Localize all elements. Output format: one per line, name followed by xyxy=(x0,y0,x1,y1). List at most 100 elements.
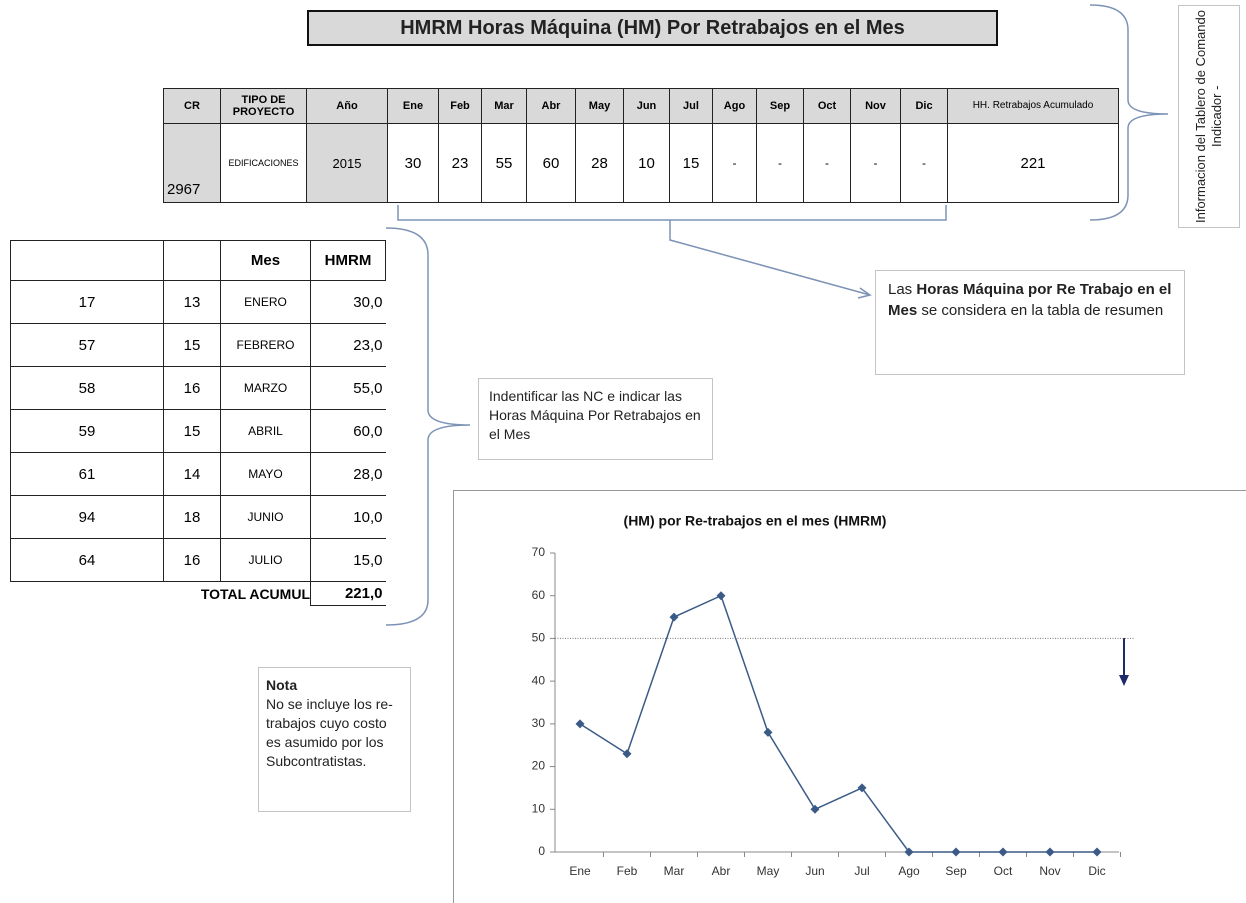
data-row: 58 16 MARZO 55,0 xyxy=(10,366,386,410)
data-row: 57 15 FEBRERO 23,0 xyxy=(10,323,386,367)
brace xyxy=(397,205,947,296)
header-cell: Mes xyxy=(220,240,311,281)
data-cell: 14 xyxy=(163,452,221,496)
data-cell: FEBRERO xyxy=(220,323,311,367)
y-tick-label: 50 xyxy=(532,631,546,645)
x-tick-label: Sep xyxy=(945,864,967,878)
line xyxy=(579,594,1097,853)
data-cell: 16 xyxy=(163,366,221,410)
data-cell: 18 xyxy=(163,495,221,539)
data-cell: MARZO xyxy=(220,366,311,410)
data-row: 2967 EDIFICACIONES 2015 30 23 55 60 28 10 15- - - - -… xyxy=(163,123,1119,203)
header-cell: CR xyxy=(163,88,221,124)
header-cell: Dic xyxy=(900,88,948,124)
x-tick-label: Nov xyxy=(1039,864,1060,878)
header-cell: Oct xyxy=(803,88,851,124)
arrow-head xyxy=(1119,675,1129,686)
data-cell: 221 xyxy=(947,123,1119,203)
marker xyxy=(575,719,585,729)
total-value: 221,0 xyxy=(310,581,386,606)
y-tick-label: 40 xyxy=(532,673,546,687)
data-cell: 94 xyxy=(10,495,164,539)
x-tick-label: Abr xyxy=(712,864,731,878)
data-cell: 58 xyxy=(10,366,164,410)
data-cell: 15,0 xyxy=(310,538,386,582)
data-cell: MAYO xyxy=(220,452,311,496)
y-tick-label: 10 xyxy=(532,801,546,815)
header-cell: HH. Retrabajos Acumulado xyxy=(947,88,1119,124)
data-row: 59 15 ABRIL 60,0 xyxy=(10,409,386,453)
data-cell: 15 xyxy=(163,409,221,453)
data-cell: EDIFICACIONES xyxy=(220,123,307,203)
marker xyxy=(622,749,632,759)
data-cell: 15 xyxy=(163,323,221,367)
data-cell: - xyxy=(900,123,948,203)
data-row: 17 13 ENERO 30,0 xyxy=(10,280,386,324)
brace xyxy=(1089,4,1169,221)
data-row: 64 16 JULIO 15,0 xyxy=(10,538,386,582)
data-cell: 59 xyxy=(10,409,164,453)
x-tick-label: Feb xyxy=(617,864,638,878)
header-cell: Ago xyxy=(712,88,757,124)
header-row: Mes HMRM xyxy=(10,240,386,281)
data-cell: ENERO xyxy=(220,280,311,324)
data-cell: 61 xyxy=(10,452,164,496)
note-title: Nota xyxy=(266,677,298,693)
data-cell: - xyxy=(756,123,804,203)
data-cell: 28 xyxy=(575,123,624,203)
marker xyxy=(1045,847,1055,857)
data-cell: 28,0 xyxy=(310,452,386,496)
header-cell: TIPO DE PROYECTO xyxy=(220,88,307,124)
marker xyxy=(1092,847,1102,857)
side-label: Informacion del Tablero de Comando Indic… xyxy=(1193,10,1224,223)
marker xyxy=(763,727,773,737)
data-cell: - xyxy=(712,123,757,203)
data-cell: 23 xyxy=(438,123,482,203)
header-cell: May xyxy=(575,88,624,124)
y-tick-label: 60 xyxy=(532,588,546,602)
data-cell: JUNIO xyxy=(220,495,311,539)
header-cell: Jul xyxy=(669,88,713,124)
side-label-box: Informacion del Tablero de Comando Indic… xyxy=(1178,5,1240,228)
y-tick-label: 20 xyxy=(532,759,546,773)
x-tick-label: Jun xyxy=(805,864,824,878)
marker xyxy=(716,591,726,601)
marker xyxy=(857,783,867,793)
header-cell xyxy=(10,240,164,281)
data-cell: 13 xyxy=(163,280,221,324)
page-title: HMRM Horas Máquina (HM) Por Retrabajos e… xyxy=(307,10,998,46)
data-cell: - xyxy=(803,123,851,203)
y-tick-label: 0 xyxy=(538,844,545,858)
header-cell: Año xyxy=(306,88,388,124)
data-cell: 2967 xyxy=(163,123,221,203)
x-tick-label: Ene xyxy=(569,864,591,878)
data-cell: 60 xyxy=(526,123,576,203)
data-cell: 60,0 xyxy=(310,409,386,453)
data-cell: ABRIL xyxy=(220,409,311,453)
marker xyxy=(904,847,914,857)
header-cell xyxy=(163,240,221,281)
chart-title: (HM) por Re-trabajos en el mes (HMRM) xyxy=(624,513,887,529)
x-tick-label: Dic xyxy=(1088,864,1105,878)
marker xyxy=(998,847,1008,857)
y-tick-label: 30 xyxy=(532,716,546,730)
header-row: CR TIPO DE PROYECTO Año Ene Feb Mar Abr May Jun J… xyxy=(163,88,1119,124)
data-cell: 64 xyxy=(10,538,164,582)
note: Nota No se incluye los re-trabajos cuyo c… xyxy=(258,667,411,812)
data-cell: 2015 xyxy=(306,123,388,203)
marker xyxy=(669,612,679,622)
x-tick-label: Ago xyxy=(898,864,920,878)
x-tick-label: May xyxy=(757,864,780,878)
marker xyxy=(810,804,820,814)
data-cell: 10 xyxy=(623,123,670,203)
header-cell: Nov xyxy=(850,88,901,124)
header-cell: Mar xyxy=(481,88,527,124)
header-cell: Jun xyxy=(623,88,670,124)
header-cell: Feb xyxy=(438,88,482,124)
header-cell: HMRM xyxy=(310,240,386,281)
marker xyxy=(951,847,961,857)
data-row: 61 14 MAYO 28,0 xyxy=(10,452,386,496)
total-row: TOTAL ACUMUL 221,0 xyxy=(11,581,386,606)
